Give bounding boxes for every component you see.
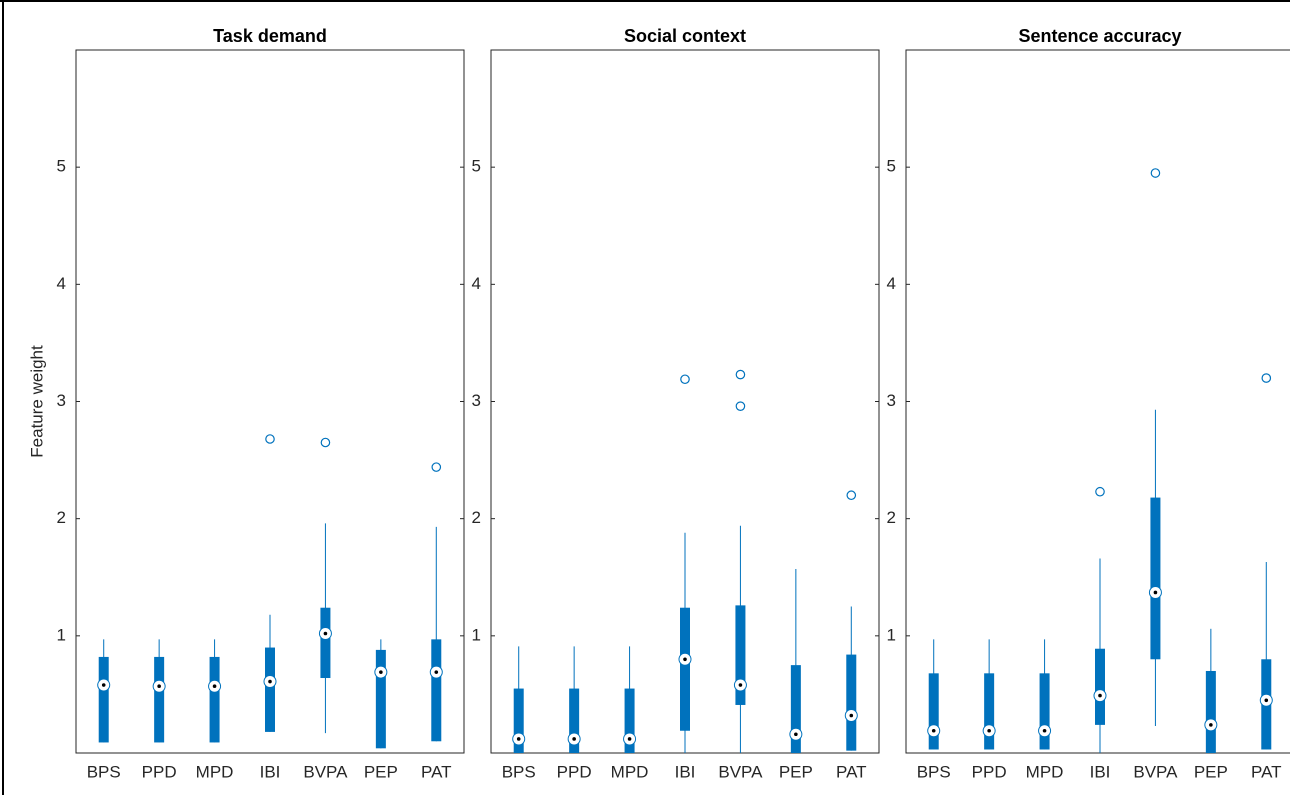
- box: [624, 688, 635, 753]
- median-dot: [268, 679, 272, 684]
- median-dot: [157, 684, 161, 689]
- median-dot: [434, 670, 439, 674]
- box: [1205, 670, 1216, 753]
- median-dot: [1098, 693, 1102, 698]
- y-tick-label: 5: [57, 157, 66, 176]
- x-tick-label: PEP: [364, 762, 398, 781]
- outlier: [1095, 486, 1105, 497]
- x-tick-label: BPS: [502, 762, 536, 781]
- x-tick-label: PAT: [421, 762, 452, 781]
- x-tick-label: MPD: [611, 762, 649, 781]
- x-tick-label: BVPA: [1133, 762, 1178, 781]
- median-dot: [849, 713, 854, 718]
- box: [265, 647, 275, 732]
- y-tick-label: 1: [472, 625, 481, 644]
- x-tick-label: PPD: [557, 762, 592, 781]
- y-tick-label: 2: [57, 508, 66, 527]
- box: [154, 656, 165, 743]
- x-tick-label: PEP: [1194, 762, 1228, 781]
- y-tick-label: 4: [57, 274, 66, 293]
- outlier: [1150, 168, 1161, 178]
- median-dot: [683, 657, 687, 662]
- median-dot: [323, 631, 328, 636]
- box: [928, 673, 939, 750]
- median-dot: [572, 737, 576, 741]
- y-tick-label: 2: [887, 508, 896, 527]
- box: [680, 607, 690, 731]
- x-tick-label: BVPA: [718, 762, 763, 781]
- outlier: [265, 434, 275, 444]
- x-tick-label: IBI: [1090, 762, 1111, 781]
- box: [375, 649, 386, 749]
- box: [1095, 648, 1105, 725]
- y-tick-label: 4: [472, 274, 481, 293]
- chart-title: Social context: [624, 26, 746, 46]
- outlier: [735, 369, 746, 380]
- y-tick-label: 3: [887, 391, 896, 410]
- outlier: [431, 462, 442, 472]
- y-tick-label: 3: [57, 391, 66, 410]
- chart-title: Sentence accuracy: [1018, 26, 1181, 46]
- y-tick-label: 1: [887, 625, 896, 644]
- median-dot: [627, 737, 632, 741]
- box: [1039, 673, 1050, 750]
- median-dot: [1042, 728, 1047, 733]
- box: [513, 688, 524, 753]
- x-tick-label: PPD: [972, 762, 1007, 781]
- x-tick-label: PAT: [836, 762, 867, 781]
- box: [984, 673, 995, 750]
- box: [98, 656, 109, 743]
- y-tick-label: 1: [57, 625, 66, 644]
- outlier: [846, 490, 857, 501]
- x-tick-label: PPD: [142, 762, 177, 781]
- box: [790, 665, 801, 753]
- box: [1150, 497, 1161, 660]
- x-tick-label: BPS: [87, 762, 121, 781]
- x-tick-label: BPS: [917, 762, 951, 781]
- x-tick-label: MPD: [196, 762, 234, 781]
- box: [569, 688, 580, 753]
- x-tick-label: IBI: [675, 762, 696, 781]
- outlier: [1261, 373, 1272, 383]
- median-dot: [212, 684, 217, 689]
- box: [735, 605, 746, 705]
- y-tick-label: 2: [472, 508, 481, 527]
- y-tick-label: 5: [472, 157, 481, 176]
- chart-title: Task demand: [213, 26, 327, 46]
- median-dot: [738, 683, 743, 687]
- y-axis-label: Feature weight: [27, 345, 46, 458]
- x-tick-label: PEP: [779, 762, 813, 781]
- box: [431, 639, 442, 742]
- x-tick-label: MPD: [1026, 762, 1064, 781]
- median-dot: [101, 683, 106, 687]
- median-dot: [516, 737, 521, 741]
- outlier: [735, 401, 746, 411]
- axes-box: [905, 49, 1290, 754]
- x-tick-label: IBI: [260, 762, 281, 781]
- y-tick-label: 3: [472, 391, 481, 410]
- median-dot: [794, 732, 798, 737]
- box: [209, 656, 220, 743]
- median-dot: [1153, 590, 1158, 595]
- x-tick-label: PAT: [1251, 762, 1282, 781]
- box: [846, 654, 857, 751]
- box: [320, 607, 331, 679]
- x-tick-label: BVPA: [303, 762, 348, 781]
- median-dot: [1264, 698, 1269, 703]
- median-dot: [379, 670, 383, 674]
- median-dot: [1209, 723, 1213, 727]
- y-tick-label: 5: [887, 157, 896, 176]
- outlier: [680, 374, 690, 385]
- median-dot: [987, 728, 991, 733]
- y-tick-label: 4: [887, 274, 896, 293]
- median-dot: [931, 728, 936, 733]
- outlier: [320, 437, 331, 448]
